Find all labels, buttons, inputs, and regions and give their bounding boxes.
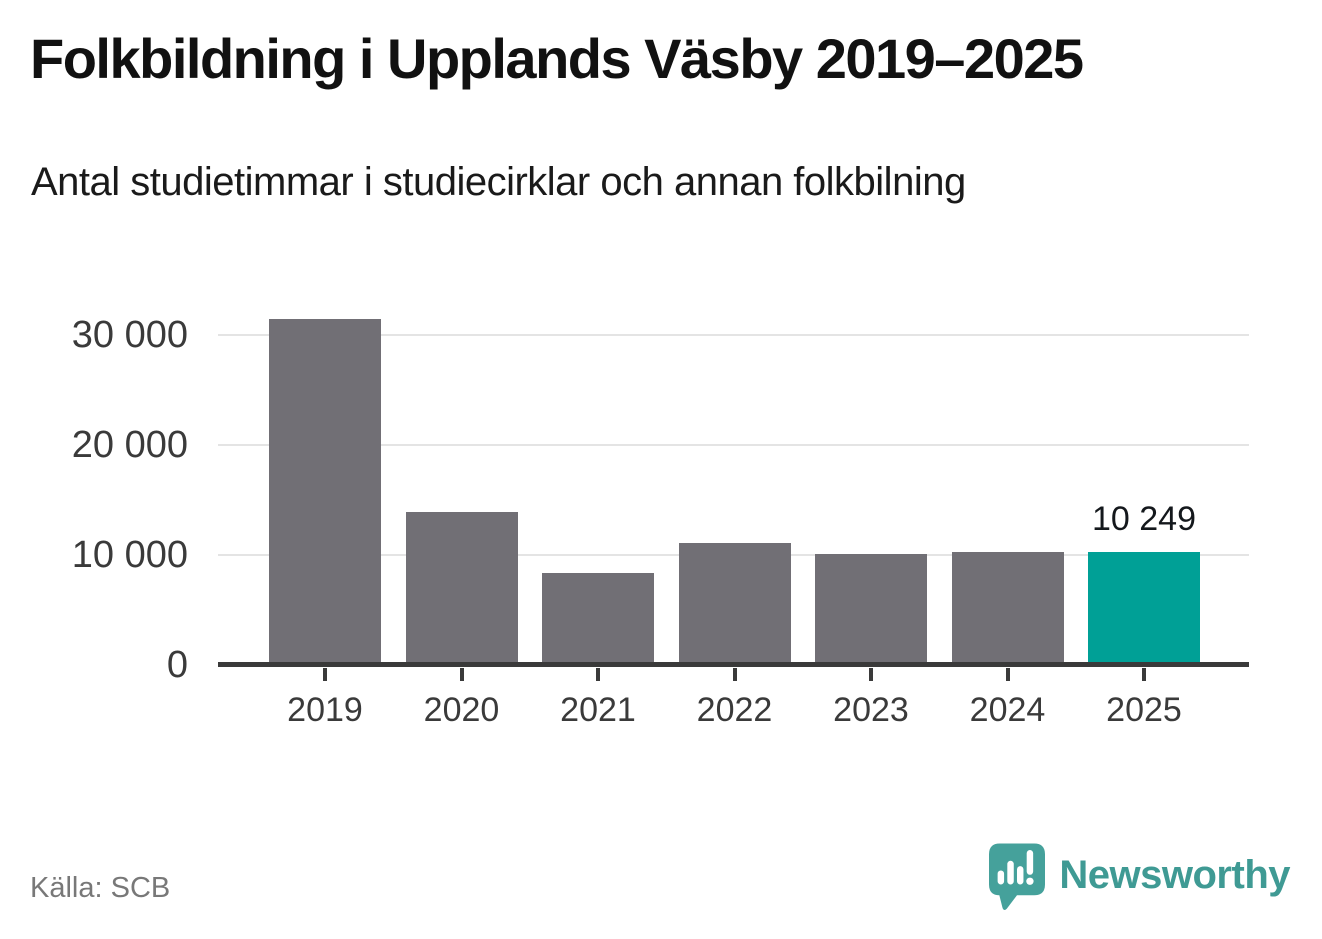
gridline-30000	[218, 334, 1249, 336]
bar-2021	[542, 572, 654, 665]
bar-2025	[1088, 552, 1200, 665]
bar-2022	[678, 542, 791, 665]
x-axis-line	[218, 662, 1249, 667]
x-axis-label-2022: 2022	[696, 691, 773, 729]
x-axis-tick-2021	[596, 668, 600, 681]
x-axis-label-2023: 2023	[833, 691, 909, 729]
x-axis-tick-2024	[1005, 668, 1010, 681]
newsworthy-logo-icon	[989, 843, 1046, 911]
branding: Newsworthy	[989, 842, 1290, 914]
plot-area: 0 10 000 20 000 30 000 2019 2020 2021 2022 2023 2…	[72, 300, 1249, 727]
x-axis-tick-2025	[1142, 668, 1146, 681]
x-axis-tick-2023	[869, 668, 873, 681]
chart-subtitle: Antal studietimmar i studiecirklar och a…	[31, 160, 966, 204]
gridline-20000	[218, 444, 1249, 446]
bar-2024	[951, 552, 1064, 665]
x-axis-tick-2022	[732, 668, 737, 681]
y-axis-label-30000: 30 000	[71, 314, 188, 356]
brand-name: Newsworthy	[1059, 853, 1290, 897]
x-axis-label-2021: 2021	[560, 691, 636, 729]
x-axis-label-2020: 2020	[423, 691, 500, 729]
x-axis-tick-2020	[459, 668, 464, 681]
chart-title: Folkbildning i Upplands Väsby 2019–2025	[30, 27, 1084, 90]
source-note: Källa: SCB	[30, 872, 171, 904]
bar-value-label: 10 249	[1092, 500, 1196, 539]
bar-2019	[269, 318, 381, 665]
x-axis-label-2024: 2024	[969, 691, 1046, 729]
x-axis-label-2019: 2019	[287, 691, 363, 729]
bar-2023	[815, 553, 927, 665]
y-axis-label-10000: 10 000	[71, 534, 188, 576]
x-axis-label-2025: 2025	[1106, 691, 1182, 729]
bar-2020	[405, 512, 518, 665]
y-axis-label-20000: 20 000	[71, 424, 188, 466]
x-axis-tick-2019	[323, 668, 327, 681]
y-axis-label-0: 0	[166, 644, 188, 686]
